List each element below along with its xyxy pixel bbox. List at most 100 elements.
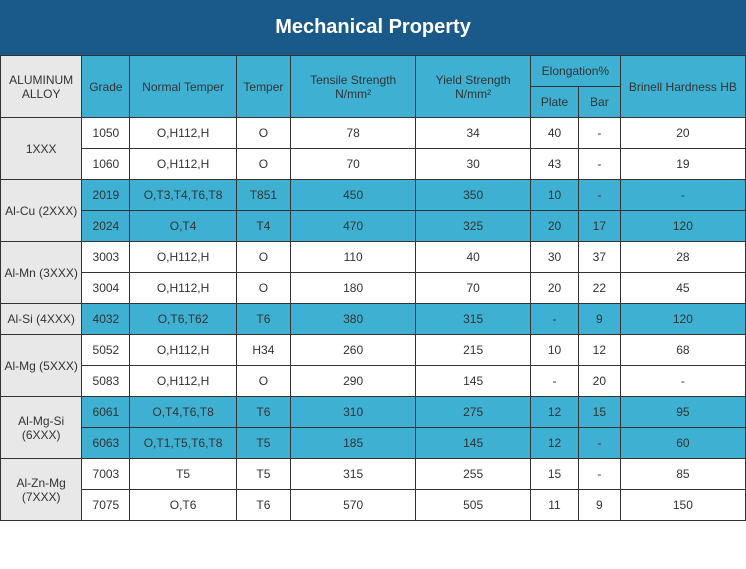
cell-yield: 34 xyxy=(416,118,531,149)
cell-tensile: 570 xyxy=(291,490,416,521)
cell-temper: T851 xyxy=(236,180,290,211)
cell-normal-temper: O,H112,H xyxy=(130,149,236,180)
cell-tensile: 290 xyxy=(291,366,416,397)
cell-yield: 350 xyxy=(416,180,531,211)
cell-temper: T6 xyxy=(236,397,290,428)
alloy-category: 1XXX xyxy=(1,118,82,180)
cell-hb: 20 xyxy=(620,118,745,149)
cell-hb: 19 xyxy=(620,149,745,180)
cell-hb: 85 xyxy=(620,459,745,490)
cell-grade: 4032 xyxy=(82,304,130,335)
cell-yield: 505 xyxy=(416,490,531,521)
cell-bar: 17 xyxy=(578,211,620,242)
col-yield: Yield Strength N/mm² xyxy=(416,56,531,118)
cell-plate: 10 xyxy=(531,180,579,211)
table-row: Al-Si (4XXX)4032O,T6,T62T6380315-9120 xyxy=(1,304,746,335)
cell-yield: 70 xyxy=(416,273,531,304)
cell-grade: 5052 xyxy=(82,335,130,366)
cell-bar: - xyxy=(578,180,620,211)
cell-grade: 3004 xyxy=(82,273,130,304)
cell-tensile: 315 xyxy=(291,459,416,490)
col-alloy: ALUMINUM ALLOY xyxy=(1,56,82,118)
cell-grade: 2024 xyxy=(82,211,130,242)
cell-plate: 11 xyxy=(531,490,579,521)
cell-tensile: 260 xyxy=(291,335,416,366)
cell-yield: 30 xyxy=(416,149,531,180)
cell-grade: 1050 xyxy=(82,118,130,149)
col-bar: Bar xyxy=(578,87,620,118)
cell-temper: O xyxy=(236,118,290,149)
cell-yield: 275 xyxy=(416,397,531,428)
cell-tensile: 185 xyxy=(291,428,416,459)
cell-hb: - xyxy=(620,180,745,211)
cell-yield: 325 xyxy=(416,211,531,242)
cell-bar: 20 xyxy=(578,366,620,397)
table-row: 1060O,H112,HO703043-19 xyxy=(1,149,746,180)
cell-hb: 68 xyxy=(620,335,745,366)
cell-plate: 43 xyxy=(531,149,579,180)
cell-normal-temper: O,H112,H xyxy=(130,118,236,149)
table-row: 5083O,H112,HO290145-20- xyxy=(1,366,746,397)
col-normal-temper: Normal Temper xyxy=(130,56,236,118)
col-elongation: Elongation% xyxy=(531,56,621,87)
cell-normal-temper: O,T6,T62 xyxy=(130,304,236,335)
cell-temper: T4 xyxy=(236,211,290,242)
cell-plate: 30 xyxy=(531,242,579,273)
cell-temper: H34 xyxy=(236,335,290,366)
cell-grade: 6063 xyxy=(82,428,130,459)
cell-temper: T6 xyxy=(236,490,290,521)
cell-normal-temper: O,T6 xyxy=(130,490,236,521)
cell-hb: 120 xyxy=(620,211,745,242)
table-row: Al-Zn-Mg (7XXX)7003T5T531525515-85 xyxy=(1,459,746,490)
table-row: 6063O,T1,T5,T6,T8T518514512-60 xyxy=(1,428,746,459)
cell-hb: - xyxy=(620,366,745,397)
table-row: Al-Mg-Si (6XXX)6061O,T4,T6,T8T6310275121… xyxy=(1,397,746,428)
col-temper: Temper xyxy=(236,56,290,118)
cell-bar: 15 xyxy=(578,397,620,428)
cell-normal-temper: O,T4,T6,T8 xyxy=(130,397,236,428)
mechanical-property-table: ALUMINUM ALLOY Grade Normal Temper Tempe… xyxy=(0,55,746,521)
cell-plate: 40 xyxy=(531,118,579,149)
col-plate: Plate xyxy=(531,87,579,118)
header-row-1: ALUMINUM ALLOY Grade Normal Temper Tempe… xyxy=(1,56,746,87)
cell-bar: 9 xyxy=(578,490,620,521)
cell-yield: 255 xyxy=(416,459,531,490)
cell-temper: O xyxy=(236,242,290,273)
cell-temper: O xyxy=(236,149,290,180)
cell-bar: - xyxy=(578,118,620,149)
cell-yield: 145 xyxy=(416,428,531,459)
cell-grade: 2019 xyxy=(82,180,130,211)
cell-bar: - xyxy=(578,428,620,459)
table-row: 1XXX1050O,H112,HO783440-20 xyxy=(1,118,746,149)
cell-yield: 40 xyxy=(416,242,531,273)
table-row: 2024O,T4T44703252017120 xyxy=(1,211,746,242)
cell-temper: O xyxy=(236,273,290,304)
cell-bar: 22 xyxy=(578,273,620,304)
cell-hb: 60 xyxy=(620,428,745,459)
cell-temper: T5 xyxy=(236,428,290,459)
cell-normal-temper: O,T3,T4,T6,T8 xyxy=(130,180,236,211)
cell-yield: 145 xyxy=(416,366,531,397)
cell-plate: 15 xyxy=(531,459,579,490)
cell-plate: - xyxy=(531,304,579,335)
alloy-category: Al-Si (4XXX) xyxy=(1,304,82,335)
cell-normal-temper: O,H112,H xyxy=(130,335,236,366)
alloy-category: Al-Mn (3XXX) xyxy=(1,242,82,304)
cell-tensile: 110 xyxy=(291,242,416,273)
cell-tensile: 380 xyxy=(291,304,416,335)
cell-hb: 28 xyxy=(620,242,745,273)
cell-hb: 120 xyxy=(620,304,745,335)
cell-bar: - xyxy=(578,459,620,490)
cell-tensile: 78 xyxy=(291,118,416,149)
cell-bar: 37 xyxy=(578,242,620,273)
alloy-category: Al-Mg (5XXX) xyxy=(1,335,82,397)
cell-yield: 215 xyxy=(416,335,531,366)
cell-grade: 6061 xyxy=(82,397,130,428)
col-tensile: Tensile Strength N/mm² xyxy=(291,56,416,118)
col-grade: Grade xyxy=(82,56,130,118)
alloy-category: Al-Zn-Mg (7XXX) xyxy=(1,459,82,521)
cell-hb: 150 xyxy=(620,490,745,521)
cell-plate: 10 xyxy=(531,335,579,366)
cell-grade: 7075 xyxy=(82,490,130,521)
cell-normal-temper: O,T1,T5,T6,T8 xyxy=(130,428,236,459)
